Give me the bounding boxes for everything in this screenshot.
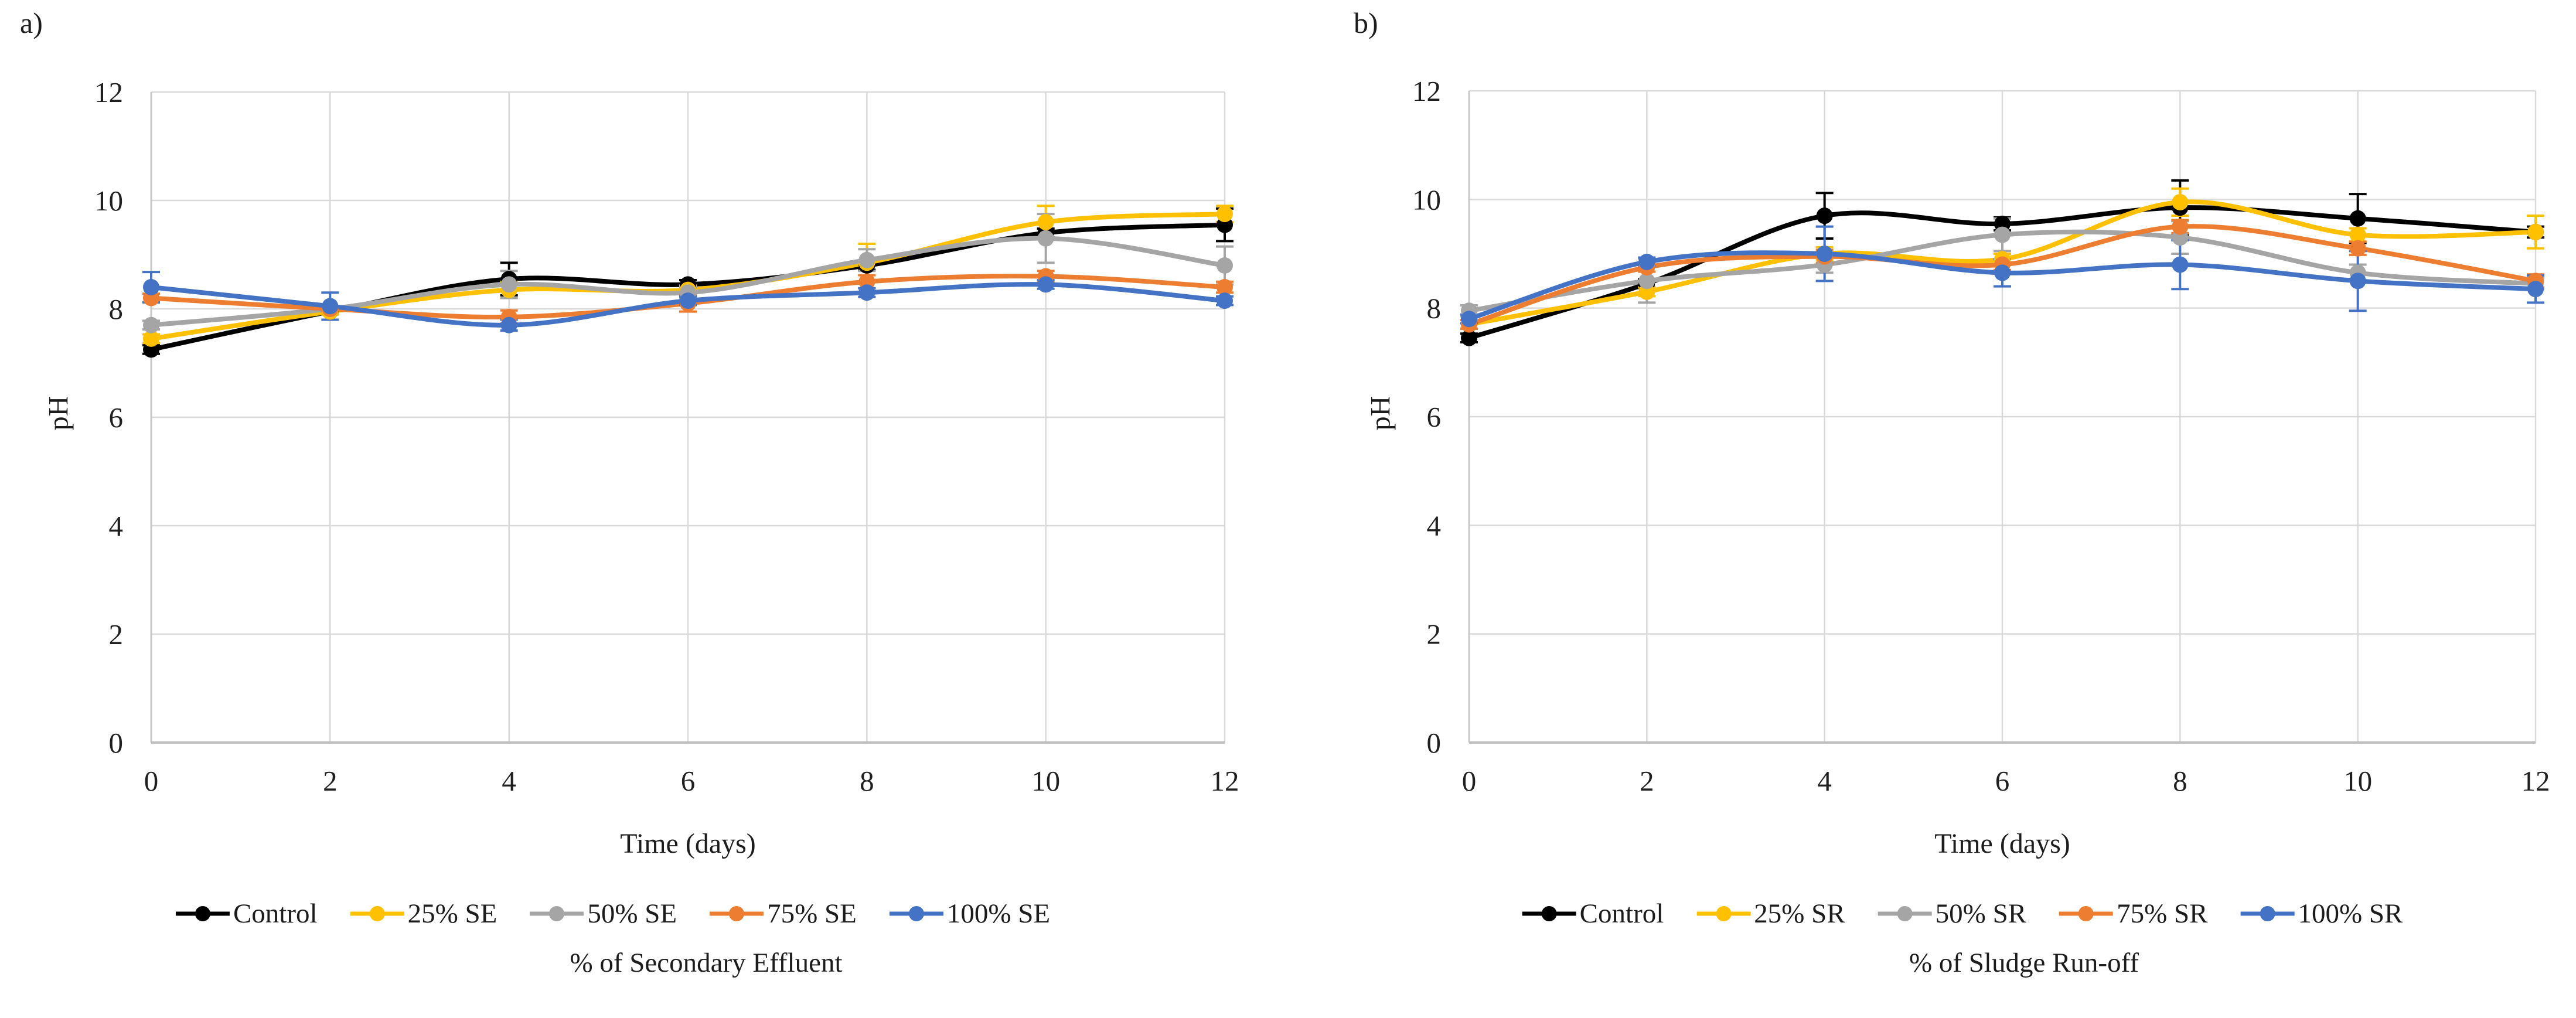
legend-label: 75% SE	[767, 898, 857, 929]
legend-marker-icon	[2059, 906, 2114, 921]
legend-item-75-se: 75% SE	[708, 898, 857, 930]
svg-text:12: 12	[2522, 765, 2550, 797]
svg-text:6: 6	[1427, 401, 1442, 433]
legend-item-25-se: 25% SE	[349, 898, 498, 930]
legend-marker-icon	[350, 906, 404, 921]
svg-text:12: 12	[94, 76, 123, 108]
legend-item-50-se: 50% SE	[529, 898, 677, 930]
panel-a-y-axis-title: pH	[43, 396, 74, 431]
svg-text:2: 2	[1640, 765, 1654, 797]
legend-label: 50% SE	[587, 898, 677, 929]
legend-marker-icon	[1878, 906, 1932, 921]
svg-text:8: 8	[109, 293, 124, 325]
svg-text:8: 8	[860, 765, 874, 797]
panel-b: b) 0 2 4 6 8 10 12 0 2 4 6 8 10 12 pH Time (days) Con…	[1288, 0, 2576, 1018]
svg-text:2: 2	[109, 618, 124, 651]
legend-item-50-sr: 50% SR	[1877, 898, 2026, 930]
svg-text:12: 12	[1412, 75, 1441, 107]
panel-a-caption: % of Secondary Effluent	[570, 948, 843, 978]
panel-a: a) 0 2 4 6 8 10 12 0 2 4 6 8 10 12 pH Time (days) Con…	[20, 6, 1239, 978]
legend-marker-icon	[175, 906, 230, 921]
svg-text:4: 4	[1817, 765, 1832, 797]
legend-label: 50% SR	[1935, 898, 2027, 929]
svg-text:4: 4	[1427, 509, 1442, 542]
legend-item-25-sr: 25% SR	[1695, 898, 1845, 930]
legend-marker-icon	[1696, 906, 1751, 921]
legend-marker-icon	[2240, 906, 2295, 921]
legend-marker-icon	[889, 906, 943, 921]
panel-b-legend: Control 25% SR 50% SR 75% SR 100% SR	[1521, 898, 2403, 930]
panel-b-y-axis-title: pH	[1365, 396, 1396, 431]
legend-item-control: Control	[175, 898, 318, 930]
svg-text:2: 2	[1427, 618, 1442, 651]
svg-text:0: 0	[1462, 765, 1477, 797]
panel-b-x-axis-title: Time (days)	[1934, 828, 2070, 859]
panel-a-plot-area: 0 2 4 6 8 10 12 0 2 4 6 8 10 12	[94, 76, 1239, 797]
svg-text:10: 10	[94, 185, 123, 217]
legend-marker-icon	[530, 906, 584, 921]
svg-text:10: 10	[1412, 183, 1441, 216]
svg-text:2: 2	[323, 765, 338, 797]
panel-b-label: b)	[1354, 6, 1378, 39]
legend-item-75-sr: 75% SR	[2058, 898, 2207, 930]
panel-a-label: a)	[20, 6, 43, 39]
legend-label: 75% SR	[2117, 898, 2208, 929]
legend-item-control: Control	[1521, 898, 1664, 930]
legend-label: 100% SR	[2298, 898, 2403, 929]
svg-text:10: 10	[2343, 765, 2372, 797]
svg-text:12: 12	[1211, 765, 1239, 797]
legend-label: Control	[1579, 898, 1664, 929]
legend-item-100-sr: 100% SR	[2239, 898, 2403, 930]
legend-marker-icon	[710, 906, 764, 921]
svg-text:10: 10	[1031, 765, 1060, 797]
svg-text:6: 6	[109, 401, 124, 434]
legend-label: 25% SR	[1754, 898, 1845, 929]
svg-text:4: 4	[109, 510, 124, 542]
svg-text:4: 4	[502, 765, 516, 797]
legend-label: 25% SE	[407, 898, 498, 929]
svg-text:6: 6	[681, 765, 696, 797]
panel-b-caption: % of Sludge Run-off	[1909, 948, 2139, 978]
svg-text:0: 0	[109, 727, 124, 759]
legend-marker-icon	[1522, 906, 1576, 921]
legend-label: Control	[233, 898, 318, 929]
panel-b-plot-area: 0 2 4 6 8 10 12 0 2 4 6 8 10 12	[1412, 75, 2550, 797]
svg-text:8: 8	[1427, 292, 1442, 325]
svg-text:0: 0	[144, 765, 159, 797]
svg-text:0: 0	[1427, 727, 1442, 759]
legend-label: 100% SE	[946, 898, 1051, 929]
panel-a-legend: Control 25% SE 50% SE 75% SE 100% SE	[175, 898, 1050, 930]
svg-text:6: 6	[1995, 765, 2010, 797]
panel-a-x-axis-title: Time (days)	[620, 828, 756, 859]
legend-item-100-se: 100% SE	[888, 898, 1050, 930]
svg-text:8: 8	[2173, 765, 2187, 797]
